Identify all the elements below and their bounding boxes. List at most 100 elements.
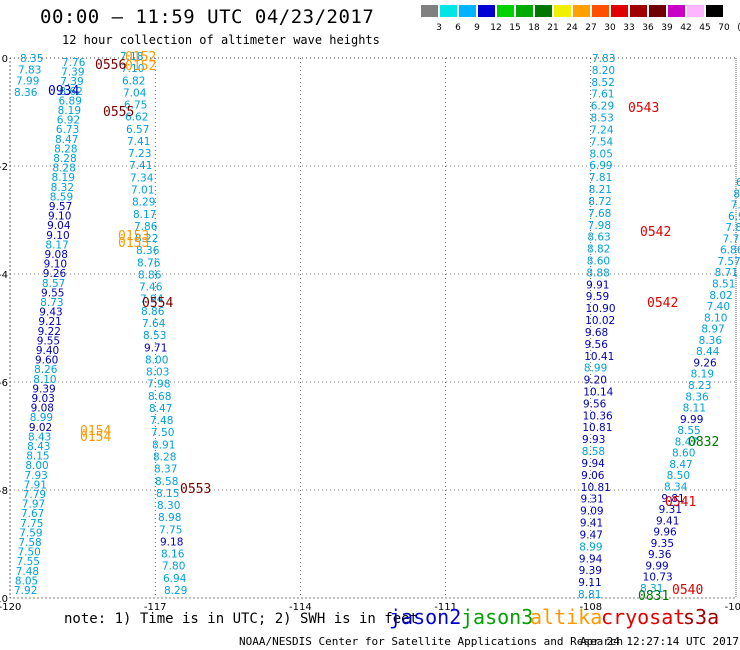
pass-time-label: 0541	[665, 495, 696, 510]
track-value: 9.39	[32, 383, 55, 395]
track-value: 7.76	[62, 57, 86, 69]
track-value: 10.73	[643, 572, 673, 584]
track-value: 8.36	[136, 245, 160, 257]
track-value: 10.81	[582, 422, 612, 434]
track-value: 8.53	[590, 113, 613, 125]
track-value: 8.20	[592, 65, 615, 77]
track-value: 9.02	[29, 422, 52, 434]
track-value: 8.81	[578, 589, 601, 601]
track-value: 8.00	[25, 460, 48, 472]
track-value: 7.80	[162, 561, 185, 573]
track-value: 7.81	[589, 172, 612, 184]
track-value: 8.97	[701, 324, 724, 336]
scale-label: 70	[718, 23, 730, 33]
track-value: 8.82	[587, 244, 610, 256]
lon-tick-label: -108	[579, 602, 602, 613]
track-value: 9.10	[46, 230, 69, 242]
track-value: 8.43	[27, 441, 50, 453]
track-value: 8.99	[579, 541, 602, 553]
track-value: 8.17	[133, 209, 156, 221]
track-value: 9.96	[653, 527, 677, 539]
track-value: 8.28	[52, 163, 75, 175]
track-value: 7.23	[128, 148, 151, 160]
track-value: 8.58	[155, 476, 178, 488]
track-value: 7.61	[591, 89, 614, 101]
lat-tick-label: -8	[0, 486, 8, 497]
track-value: 8.72	[588, 196, 611, 208]
track-value: 7.40	[707, 301, 730, 313]
pass-time-label: 0831	[638, 589, 669, 604]
track-value: 9.04	[47, 220, 71, 232]
track-value: 7.83	[592, 53, 615, 65]
track-value: 6.86	[720, 245, 740, 257]
lat-tick-label: -4	[0, 270, 8, 281]
track-value: 8.34	[664, 482, 688, 494]
track-value: 9.99	[645, 560, 668, 572]
track-value: 6.94	[163, 573, 187, 585]
lat-tick-label: -10	[0, 594, 8, 605]
track-value: 10.90	[585, 303, 615, 315]
track-value: 8.35	[20, 53, 43, 65]
track-value: 6.82	[122, 75, 145, 87]
pass-time-label: 0554	[142, 296, 173, 311]
track-value: 9.31	[580, 494, 603, 506]
scale-swatch	[458, 4, 477, 18]
track-value: 10.14	[583, 387, 613, 399]
track-value: 9.93	[582, 434, 605, 446]
track-value: 9.39	[579, 565, 602, 577]
page-subtitle: 12 hour collection of altimeter wave hei…	[62, 33, 380, 47]
track-value: 8.98	[158, 512, 181, 524]
track-value: 7.39	[61, 67, 84, 79]
scale-label: 6	[455, 23, 461, 33]
track-value: 7.34	[130, 172, 154, 184]
track-value: 9.10	[48, 211, 71, 223]
track-value: 9.40	[36, 345, 59, 357]
track-value: 9.56	[585, 339, 609, 351]
scale-label: 9	[474, 23, 480, 33]
track-value: 7.46	[139, 282, 163, 294]
track-value: 8.00	[145, 354, 168, 366]
track-value: 8.58	[582, 446, 605, 458]
track-value: 9.55	[41, 287, 64, 299]
track-value: 8.32	[51, 182, 74, 194]
track-value: 9.94	[581, 458, 605, 470]
track-value: 7.55	[17, 556, 40, 568]
track-value: 8.73	[40, 297, 63, 309]
scale-label: 21	[547, 23, 559, 33]
lat-tick-label: 0	[2, 54, 8, 65]
track-value: 8.52	[591, 77, 614, 89]
track-value: 9.94	[579, 553, 603, 565]
track-value: 8.86	[141, 306, 165, 318]
pass-time-label: 0832	[688, 435, 719, 450]
track-value: 6.73	[56, 124, 79, 136]
track-value: 6.89	[59, 95, 82, 107]
track-value: 8.5	[733, 188, 740, 200]
track-value: 8.30	[157, 500, 180, 512]
track-value: 9.18	[160, 536, 183, 548]
track-value: 7.98	[147, 379, 170, 391]
track-value: 8.16	[161, 549, 185, 561]
generated-timestamp: Apr 24 12:27:14 UTC 2017	[580, 635, 739, 648]
track-value: 8.28	[54, 143, 77, 155]
track-value: 9.31	[659, 504, 682, 516]
track-value: 10.41	[584, 351, 614, 363]
track-value: 8.31	[640, 583, 663, 595]
track-value: 8.47	[675, 436, 698, 448]
track-value: 8.03	[146, 367, 169, 379]
track-value: 7.04	[123, 87, 147, 99]
track-value: 6.29	[591, 101, 614, 113]
pass-time-label: 0154	[80, 424, 111, 439]
credit-line: NOAA/NESDIS Center for Satellite Applica…	[239, 635, 624, 648]
track-value: 8.36	[685, 391, 709, 403]
track-value: 8.68	[148, 391, 171, 403]
pass-time-label: 0553	[180, 482, 211, 497]
scale-label: 18	[528, 23, 540, 33]
pass-time-label: 0542	[640, 225, 671, 240]
track-value: 6.	[736, 177, 740, 189]
map-frame	[9, 57, 737, 599]
track-value: 7.91	[24, 479, 47, 491]
track-value: 9.71	[144, 342, 167, 354]
lon-tick-label: -105	[725, 602, 740, 613]
scale-label: 27	[585, 23, 597, 33]
track-value: 7.50	[151, 427, 174, 439]
